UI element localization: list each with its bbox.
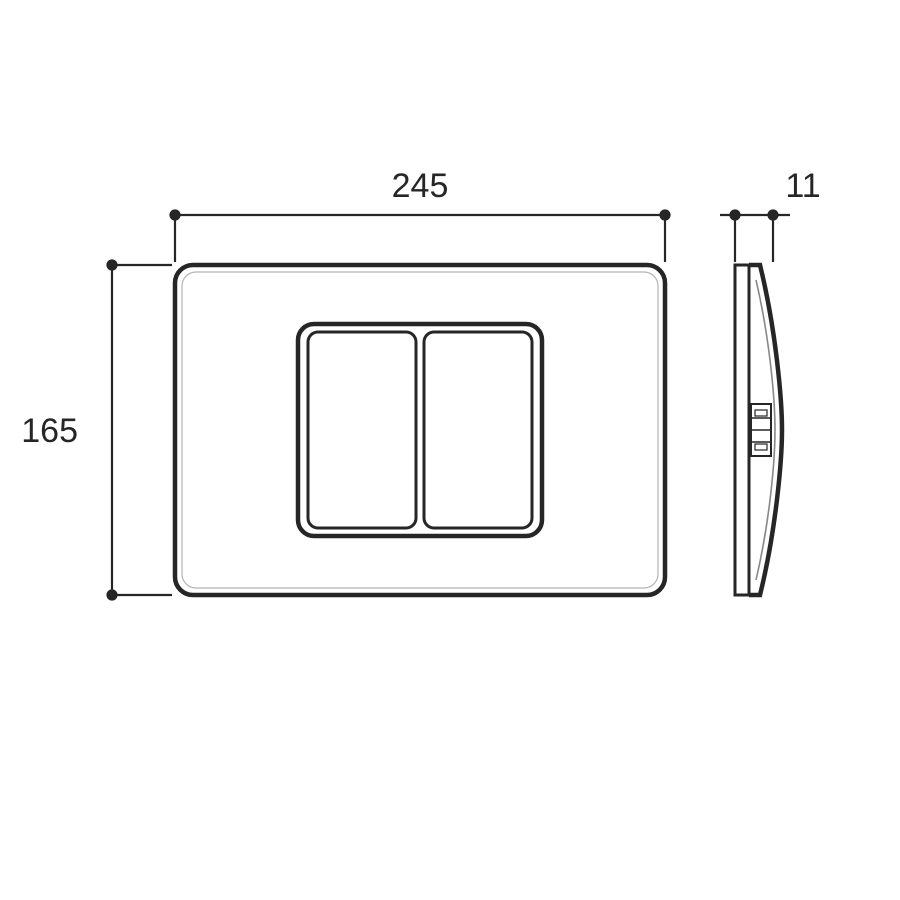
dimension-height-label: 165 — [21, 412, 78, 450]
dimension-width: 245 — [171, 167, 670, 262]
dimension-height: 165 — [21, 261, 172, 600]
button-left — [308, 332, 416, 528]
button-recess — [298, 324, 542, 536]
technical-drawing: 245 165 11 — [0, 0, 900, 900]
side-back-rail — [735, 265, 749, 595]
dimension-depth-label: 11 — [785, 167, 820, 205]
button-right — [424, 332, 532, 528]
dimension-width-label: 245 — [392, 167, 449, 205]
outer-plate-inner-edge — [182, 272, 658, 588]
front-view — [175, 265, 665, 595]
side-view — [735, 265, 782, 595]
outer-plate — [175, 265, 665, 595]
dimension-depth: 11 — [720, 167, 821, 262]
side-mechanism-detail — [751, 404, 771, 456]
